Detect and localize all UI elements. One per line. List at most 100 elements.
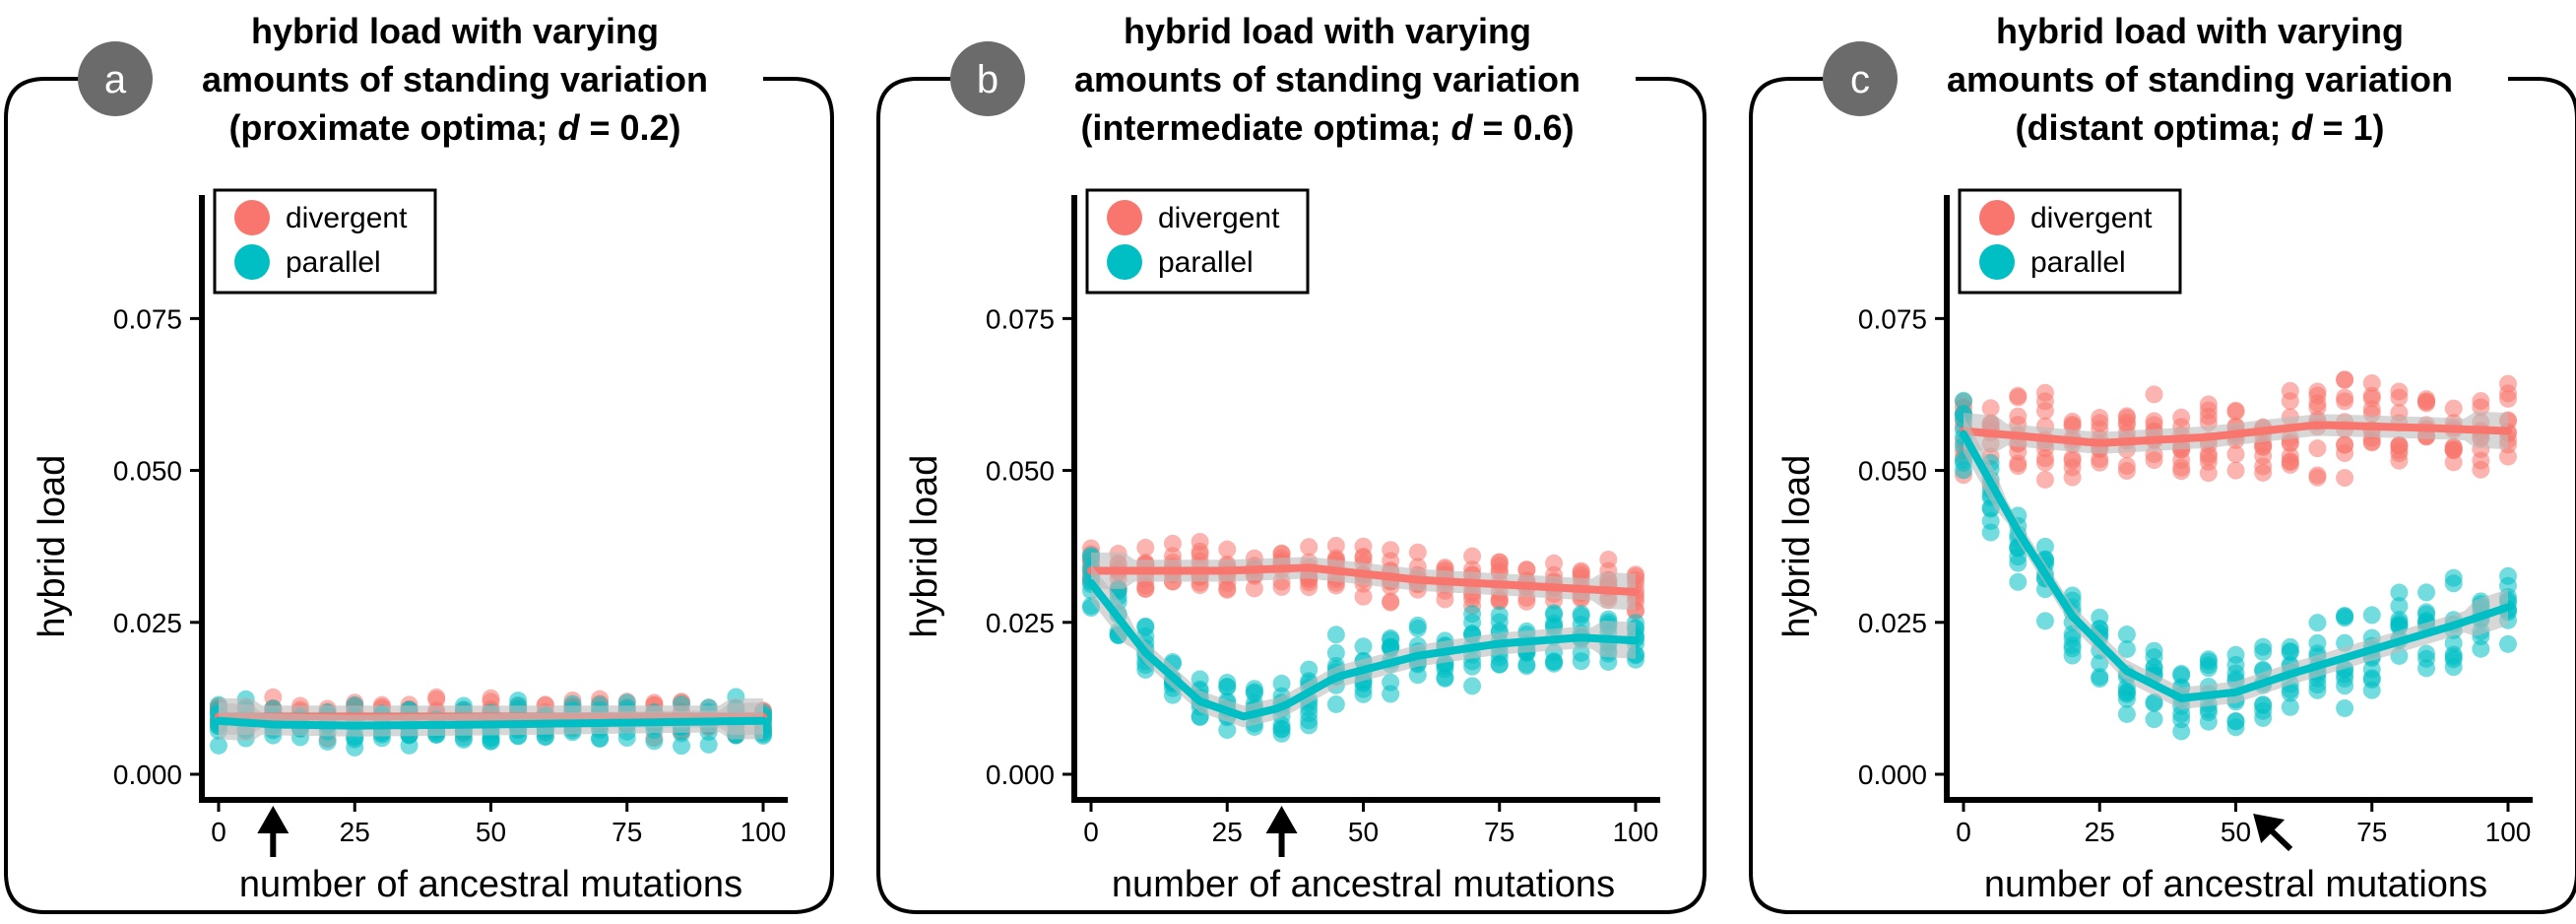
legend-key-parallel <box>1979 244 2015 280</box>
divergent-point <box>2117 407 2136 426</box>
parallel-point <box>2308 614 2327 632</box>
divergent-point <box>2254 446 2273 465</box>
parallel-point <box>1981 511 2000 530</box>
panel-badge <box>78 41 153 116</box>
divergent-point <box>1354 587 1373 606</box>
arrow-head <box>1265 806 1298 833</box>
parallel-point <box>1326 643 1345 662</box>
legend-key-divergent <box>1979 200 2015 235</box>
parallel-point <box>2499 634 2517 653</box>
y-axis-title: hybrid load <box>1776 455 1818 638</box>
parallel-point <box>1545 654 1564 673</box>
parallel-point <box>2117 685 2136 703</box>
x-tick-label: 75 <box>2356 817 2387 847</box>
divergent-point <box>2199 395 2218 414</box>
parallel-point <box>2254 642 2273 661</box>
divergent-point <box>1981 399 2000 418</box>
x-tick-label: 75 <box>612 817 642 847</box>
divergent-point <box>1300 538 1319 557</box>
parallel-point <box>1490 655 1509 674</box>
divergent-point <box>2281 381 2299 400</box>
parallel-point <box>2417 659 2436 678</box>
y-tick-label: 0.000 <box>113 759 182 790</box>
parallel-point <box>2281 642 2299 661</box>
panel-frame <box>876 77 1707 914</box>
divergent-point <box>1272 577 1291 596</box>
title-variable: d <box>1451 107 1474 148</box>
divergent-point <box>2336 444 2354 463</box>
legend: divergent parallel <box>1085 188 1310 295</box>
parallel-point <box>1545 604 1564 623</box>
parallel-point <box>2390 583 2409 602</box>
panel-title-line1: hybrid load with varying <box>1124 11 1531 51</box>
x-tick-label: 25 <box>340 817 370 847</box>
parallel-point <box>2444 574 2463 593</box>
divergent-point <box>2499 389 2517 408</box>
divergent-point <box>1517 592 1536 611</box>
parallel-point <box>2499 576 2517 595</box>
parallel-point <box>2390 616 2409 634</box>
panel-frame <box>1749 77 2576 914</box>
parallel-point <box>2362 681 2381 699</box>
divergent-point <box>2390 441 2409 460</box>
y-axis-title: hybrid load <box>32 455 73 638</box>
panel-title-line1: hybrid load with varying <box>1996 11 2404 51</box>
y-tick-label: 0.000 <box>986 759 1055 790</box>
panel-badge <box>1823 41 1898 116</box>
legend: divergent parallel <box>213 188 437 295</box>
parallel-point <box>673 737 691 756</box>
divergent-point <box>1490 592 1509 611</box>
panel-title-line3: (distant optima; d = 1) <box>2015 107 2384 148</box>
panel-title-line2: amounts of standing variation <box>202 59 708 99</box>
parallel-point <box>2226 645 2245 664</box>
x-tick-label: 0 <box>1956 817 1971 847</box>
panel-a: a hybrid load with varying amounts of stan… <box>4 11 834 914</box>
parallel-point <box>2362 660 2381 679</box>
divergent-point <box>1436 590 1454 609</box>
parallel-point <box>1300 660 1319 679</box>
x-tick-label: 100 <box>741 817 787 847</box>
parallel-point <box>1463 657 1482 676</box>
parallel-point <box>2226 712 2245 731</box>
panel-title-line1: hybrid load with varying <box>251 11 659 51</box>
parallel-point <box>2172 704 2191 723</box>
parallel-point <box>2336 607 2354 626</box>
x-tick-label: 75 <box>1484 817 1514 847</box>
panel-b: b hybrid load with varying amounts of stan… <box>876 11 1707 914</box>
y-tick-label: 0.075 <box>1858 303 1927 334</box>
divergent-point <box>2308 439 2327 458</box>
title-suffix: = 0.2) <box>579 107 680 148</box>
divergent-point <box>2063 468 2082 487</box>
divergent-point <box>2254 463 2273 482</box>
parallel-point <box>2009 548 2028 566</box>
parallel-point <box>2117 704 2136 723</box>
divergent-point <box>2336 370 2354 389</box>
title-suffix: = 1) <box>2312 107 2384 148</box>
x-tick-label: 50 <box>1348 817 1379 847</box>
parallel-point <box>2091 608 2109 627</box>
y-tick-label: 0.000 <box>1858 759 1927 790</box>
divergent-point <box>2117 456 2136 475</box>
divergent-point <box>2009 386 2028 405</box>
parallel-point <box>2145 641 2163 660</box>
divergent-point <box>2281 452 2299 471</box>
parallel-point <box>1408 619 1427 637</box>
divergent-point <box>2091 449 2109 468</box>
x-tick-label: 0 <box>211 817 226 847</box>
divergent-smooth-line <box>1087 563 1640 596</box>
parallel-smooth-line <box>1960 429 2512 702</box>
divergent-point <box>2172 451 2191 470</box>
divergent-point <box>2390 388 2409 407</box>
legend-label-parallel: parallel <box>2030 246 2126 279</box>
parallel-point <box>2091 668 2109 687</box>
y-tick-label: 0.050 <box>986 456 1055 487</box>
panel-badge-label: b <box>977 58 998 101</box>
x-tick-label: 50 <box>476 817 506 847</box>
x-tick-label: 50 <box>2221 817 2251 847</box>
legend-key-parallel <box>1107 244 1142 280</box>
parallel-confidence-band <box>1964 416 2508 709</box>
divergent-point <box>1218 579 1237 598</box>
parallel-point <box>2417 583 2436 602</box>
parallel-point <box>2308 633 2327 652</box>
